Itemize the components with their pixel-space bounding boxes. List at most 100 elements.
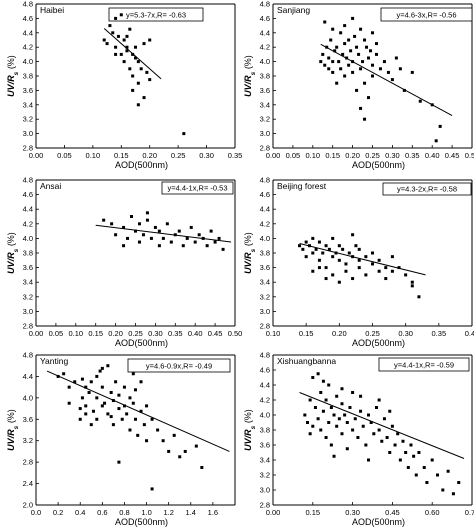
y-tick-label: 4.6	[260, 14, 270, 23]
data-point	[323, 63, 327, 67]
y-tick-label: 2.8	[23, 322, 33, 331]
equation-box	[108, 7, 204, 22]
data-point	[122, 60, 126, 64]
data-point	[331, 255, 335, 259]
data-point	[414, 473, 418, 477]
data-point	[139, 67, 143, 71]
x-tick-label: 0.45	[208, 329, 223, 338]
x-axis-label: AOD(500nm)	[115, 160, 168, 170]
data-point	[356, 436, 360, 439]
data-point	[80, 396, 84, 400]
data-point	[177, 229, 181, 233]
data-point	[396, 432, 400, 436]
data-point	[316, 417, 320, 421]
x-tick-label: 0.60	[425, 508, 440, 517]
y-tick-label: 4.8	[23, 351, 33, 360]
data-point	[319, 391, 323, 394]
y-axis-label: UV/Rs (%)	[243, 55, 257, 97]
y-axis-label: UV/Rs (%)	[6, 55, 20, 97]
data-point	[331, 273, 335, 277]
data-point	[78, 407, 82, 411]
data-point	[131, 372, 135, 376]
data-point	[161, 236, 165, 240]
data-point	[136, 103, 140, 107]
data-point	[134, 56, 137, 60]
data-point	[321, 379, 325, 383]
data-point	[351, 70, 355, 74]
y-tick-label: 3.0	[260, 307, 270, 316]
data-point	[374, 42, 378, 46]
data-point	[417, 451, 421, 454]
data-point	[390, 269, 394, 273]
x-tick-label: 1.6	[208, 508, 218, 517]
y-tick-label: 3.2	[260, 292, 270, 301]
data-point	[327, 383, 331, 387]
x-tick-label: 0.25	[365, 151, 380, 160]
equation-text: y=4.6-0.9x,R= -0.49	[146, 362, 212, 371]
y-tick-label: 2.0	[23, 501, 33, 510]
x-tick-label: 0.35	[228, 151, 243, 160]
x-tick-label: 0.15	[299, 329, 314, 338]
equation-text: y=4.4-1x,R= -0.53	[167, 184, 227, 193]
data-point	[148, 38, 152, 42]
data-point	[165, 222, 169, 226]
x-tick-label: 0.05	[286, 151, 301, 160]
x-tick-label: 0.20	[345, 151, 360, 160]
data-point	[327, 247, 331, 251]
x-tick-label: 0.30	[398, 329, 413, 338]
data-point	[434, 139, 438, 143]
y-tick-label: 4.0	[260, 234, 270, 243]
regression-line	[46, 370, 230, 452]
x-tick-label: 0.20	[332, 329, 347, 338]
y-tick-label: 4.4	[260, 205, 270, 214]
y-tick-label: 4.8	[260, 351, 270, 360]
y-tick-label: 3.4	[260, 456, 270, 465]
y-tick-label: 3.6	[23, 86, 33, 95]
y-tick-label: 4.4	[23, 372, 33, 381]
y-tick-label: 4.8	[23, 0, 33, 9]
data-point	[128, 27, 132, 31]
data-point	[340, 387, 344, 391]
y-tick-label: 4.2	[260, 43, 270, 52]
x-axis-label: AOD(500nm)	[115, 517, 168, 527]
data-point	[100, 385, 104, 389]
data-point	[134, 45, 137, 49]
y-tick-label: 4.0	[23, 393, 33, 402]
data-point	[209, 229, 213, 233]
data-point	[131, 52, 135, 56]
data-point	[67, 401, 71, 405]
data-point	[363, 81, 367, 85]
x-axis-label: AOD(500nm)	[352, 160, 405, 170]
data-point	[331, 70, 335, 74]
data-point	[371, 262, 374, 266]
data-point	[382, 60, 386, 64]
data-point	[148, 78, 152, 82]
data-point	[313, 406, 317, 409]
y-tick-label: 4.2	[23, 219, 33, 228]
panel-title: Haibei	[40, 5, 64, 15]
data-point	[84, 404, 88, 408]
equation-text: y=4.3-2x,R= -0.58	[397, 185, 457, 194]
equation-text: y=4.6-3x,R= -0.56	[396, 11, 456, 20]
data-point	[371, 251, 374, 255]
data-point	[98, 369, 102, 373]
data-point	[418, 99, 422, 103]
data-point	[436, 473, 440, 477]
x-axis-label: AOD(500nm)	[115, 338, 168, 348]
equation-text: y=5.3-7x,R= -0.63	[126, 11, 186, 20]
data-point	[317, 258, 321, 262]
y-tick-label: 4.2	[260, 396, 270, 405]
data-point	[353, 417, 357, 421]
data-point	[117, 460, 121, 464]
data-point	[114, 45, 118, 49]
x-tick-label: 0.35	[168, 329, 183, 338]
x-tick-label: 0.00	[266, 151, 281, 160]
data-point	[367, 458, 371, 462]
x-tick-label: 0.4	[75, 508, 85, 517]
y-tick-label: 4.2	[23, 43, 33, 52]
data-point	[409, 443, 413, 447]
data-point	[324, 436, 328, 439]
data-point	[367, 96, 371, 100]
y-axis-label: UV/Rs (%)	[6, 409, 20, 451]
data-point	[384, 277, 388, 281]
